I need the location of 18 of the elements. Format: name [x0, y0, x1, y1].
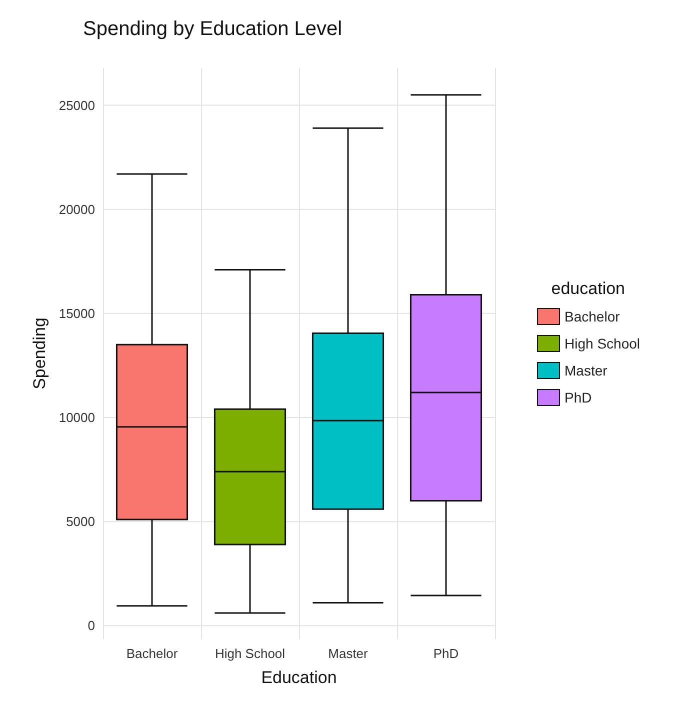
y-tick-label: 10000	[58, 410, 95, 426]
x-tick-label: Bachelor	[126, 646, 178, 661]
legend-title: education	[551, 279, 626, 298]
x-axis-title: Education	[261, 668, 337, 687]
y-tick-label: 0	[88, 618, 95, 634]
y-tick-label: 25000	[58, 98, 95, 113]
y-tick-label: 5000	[66, 514, 95, 530]
legend-label: PhD	[564, 390, 592, 406]
legend-label: Master	[564, 362, 608, 378]
x-tick-label: High School	[214, 646, 286, 661]
x-tick-label: PhD	[433, 646, 459, 661]
legend-label: Bachelor	[564, 308, 620, 324]
x-tick-label: Master	[328, 646, 369, 661]
legend-label: High School	[564, 336, 640, 352]
chart-title: Spending by Education Level	[83, 18, 342, 40]
y-axis-title: Spending	[30, 318, 49, 390]
y-tick-label: 20000	[58, 202, 95, 217]
y-tick-label: 15000	[58, 306, 95, 321]
